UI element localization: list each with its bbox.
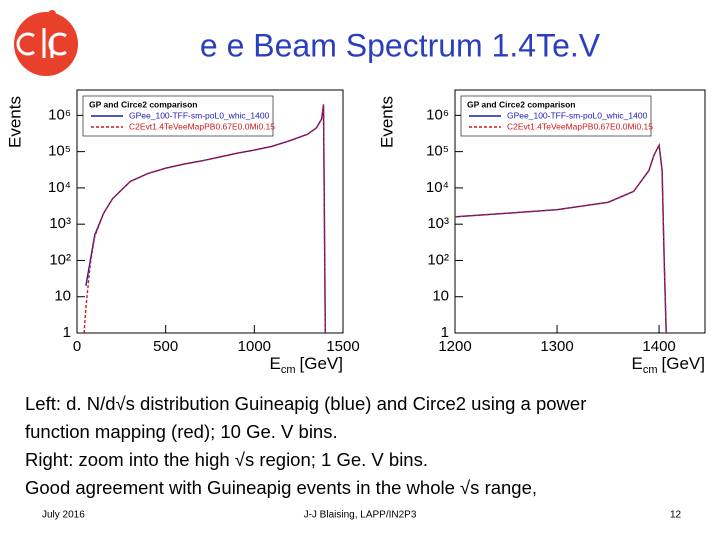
- series-line: [85, 104, 326, 334]
- legend-title: GP and Circe2 comparison: [89, 99, 198, 109]
- legend-box: [82, 95, 274, 137]
- plot-frame: [454, 89, 706, 334]
- x-tick-label: 1500: [326, 338, 359, 355]
- legend-title: GP and Circe2 comparison: [467, 99, 576, 109]
- legend-label: GPee_100-TFF-sm-poL0_whic_1400: [129, 110, 270, 120]
- logo: [14, 10, 78, 76]
- y-tick-label: 10²: [427, 251, 449, 268]
- y-tick-label: 10⁴: [426, 179, 449, 196]
- x-tick-label: 500: [153, 338, 178, 355]
- x-tick-label: 1000: [238, 338, 271, 355]
- logo-dot: [48, 10, 56, 18]
- x-axis-label: Ecm [GeV]: [270, 354, 343, 376]
- x-tick-label: 1200: [438, 338, 471, 355]
- y-tick-label: 10⁵: [426, 143, 449, 160]
- legend-label: C2Evt1.4TeVeeMapPB0.67E0.0Mi0.15: [129, 121, 275, 131]
- y-tick-label: 10³: [427, 215, 449, 232]
- y-tick-label: 1: [63, 324, 71, 341]
- footer-date: July 2016: [42, 510, 85, 521]
- series-line: [83, 104, 326, 334]
- logo-mark: [16, 28, 67, 58]
- plot-frame: [76, 89, 344, 334]
- x-tick-label: 0: [73, 338, 81, 355]
- body-text: Good agreement with Guineapig events in …: [25, 477, 537, 498]
- body-text: Left: d. N/d√s distribution Guineapig (b…: [25, 393, 586, 414]
- legend-label: GPee_100-TFF-sm-poL0_whic_1400: [507, 110, 648, 120]
- body-text: function mapping (red); 10 Ge. V bins.: [25, 421, 338, 442]
- y-tick-label: 10⁴: [48, 179, 71, 196]
- y-tick-label: 10: [432, 288, 449, 305]
- x-tick-label: 1400: [642, 338, 675, 355]
- body-text: Right: zoom into the high √s region; 1 G…: [25, 449, 428, 470]
- legend-label: C2Evt1.4TeVeeMapPB0.67E0.0Mi0.15: [507, 121, 653, 131]
- y-tick-label: 10⁶: [426, 106, 449, 123]
- y-tick-label: 10⁶: [48, 106, 71, 123]
- x-label-unit: [GeV]: [662, 354, 705, 373]
- slide-title: e e Beam Spectrum 1.4Te.V: [200, 27, 601, 63]
- x-label-unit: [GeV]: [300, 354, 343, 373]
- x-axis-label: Ecm [GeV]: [632, 354, 705, 376]
- x-tick-label: 1300: [540, 338, 573, 355]
- series-line: [454, 142, 667, 334]
- footer-author: J-J Blaising, LAPP/IN2P3: [304, 510, 417, 521]
- series-line: [454, 142, 667, 334]
- y-tick-label: 10: [54, 288, 71, 305]
- x-label-sub: cm: [281, 364, 296, 376]
- x-label-base: E: [632, 354, 643, 373]
- y-axis-label: Events: [5, 96, 24, 148]
- logo-circle: [14, 12, 78, 76]
- y-tick-label: 1: [441, 324, 449, 341]
- y-tick-label: 10⁵: [48, 143, 71, 160]
- y-tick-label: 10³: [49, 215, 71, 232]
- x-label-base: E: [270, 354, 281, 373]
- x-label-sub: cm: [643, 364, 658, 376]
- y-tick-label: 10²: [49, 251, 71, 268]
- footer-page: 12: [670, 510, 682, 521]
- y-axis-label: Events: [377, 96, 396, 148]
